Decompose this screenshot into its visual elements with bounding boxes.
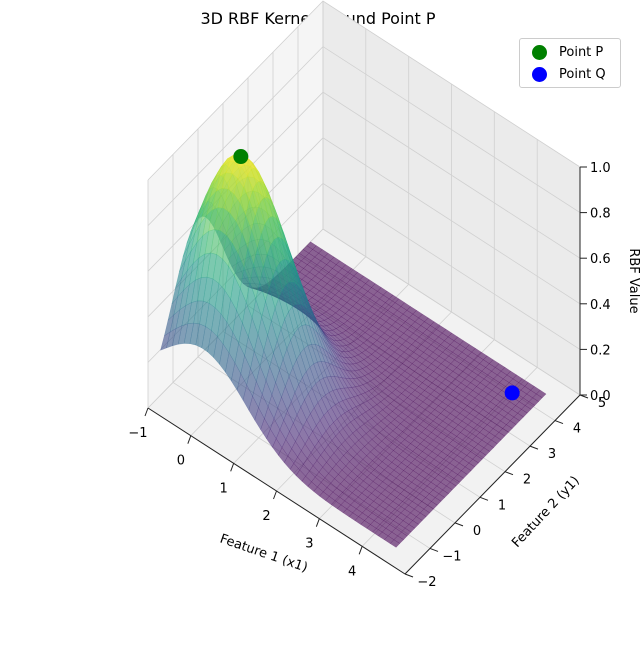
y-tick-label: 0 xyxy=(473,524,481,539)
x-tick-label: 1 xyxy=(220,481,228,496)
surface-patch xyxy=(423,504,434,514)
z-tick-label: 0.0 xyxy=(590,389,611,404)
point-p-marker xyxy=(233,149,249,165)
legend-marker-point-q xyxy=(532,66,547,82)
z-tick-label: 0.4 xyxy=(590,298,611,313)
x-tick-label: 2 xyxy=(262,509,270,524)
z-grid-line xyxy=(147,0,581,181)
z-axis-label: RBF Value xyxy=(626,248,641,313)
data-points xyxy=(233,149,520,401)
y-tick-label: −1 xyxy=(442,549,461,564)
z-tick-label: 0.8 xyxy=(590,207,611,222)
rbf-surface xyxy=(160,153,547,548)
y-tick-label: 3 xyxy=(548,447,556,462)
y-tick-mark xyxy=(529,445,539,450)
x-tick-mark xyxy=(358,546,363,555)
x-tick-label: 0 xyxy=(177,454,185,469)
legend-label-point-p: Point P xyxy=(559,44,604,60)
z-tick-label: 0.2 xyxy=(590,343,611,358)
z-tick-label: 1.0 xyxy=(590,161,611,176)
y-tick-label: 2 xyxy=(523,473,531,488)
y-tick-label: 1 xyxy=(498,498,506,513)
legend-item-point-q: Point Q xyxy=(520,64,606,84)
y-tick-mark xyxy=(429,547,439,552)
legend-label-point-q: Point Q xyxy=(559,66,606,82)
x-tick-mark xyxy=(273,490,277,500)
y-tick-label: 5 xyxy=(598,396,606,411)
y-tick-mark xyxy=(479,496,489,501)
y-axis-line xyxy=(404,394,581,575)
y-tick-label: −2 xyxy=(417,575,436,590)
x-tick-mark xyxy=(230,463,235,472)
y-tick-mark xyxy=(554,420,564,425)
legend-item-point-p: Point P xyxy=(520,42,603,62)
z-grid-line xyxy=(147,46,581,226)
x-tick-mark xyxy=(187,435,192,444)
y-tick-label: 4 xyxy=(573,422,581,437)
tick-labels: −1 0 1 2 3 4 −2 −1 0 1 2 3 4 50.0 0.2 0.4 0.6 0.8 1.0 xyxy=(128,161,610,590)
x-tick-label: 3 xyxy=(305,537,313,552)
y-axis-label: Feature 2 (y1) xyxy=(509,473,583,550)
legend-marker-point-p xyxy=(532,44,547,60)
y-tick-mark xyxy=(504,471,514,476)
surface-patch xyxy=(487,439,498,449)
x-axis-label: Feature 1 (x1) xyxy=(218,532,310,576)
x-tick-label: −1 xyxy=(128,426,147,441)
y-tick-mark xyxy=(404,573,414,578)
point-q-marker xyxy=(504,385,520,401)
z-tick-label: 0.6 xyxy=(590,252,611,267)
legend: Point P Point Q xyxy=(519,38,621,88)
x-tick-mark xyxy=(144,407,149,417)
x-tick-mark xyxy=(315,518,320,527)
x-tick-label: 4 xyxy=(348,564,356,579)
y-tick-mark xyxy=(454,522,464,527)
surface-patch xyxy=(389,539,401,548)
